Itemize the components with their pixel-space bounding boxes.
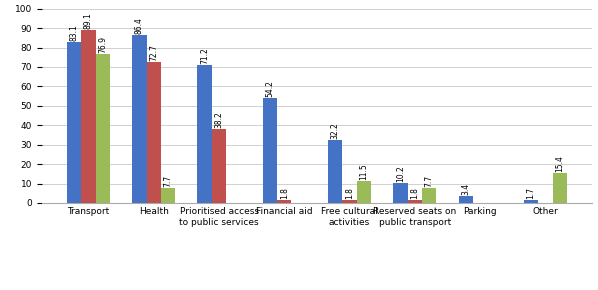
Text: 10.2: 10.2 [396,166,405,182]
Text: 32.2: 32.2 [331,123,340,139]
Bar [147,62,161,203]
Text: 15.4: 15.4 [556,155,565,172]
Text: 38.2: 38.2 [215,111,224,128]
Text: 1.8: 1.8 [280,187,289,199]
Text: 76.9: 76.9 [98,36,107,52]
Text: 3.4: 3.4 [461,183,470,195]
Bar [459,196,473,203]
Text: 54.2: 54.2 [266,80,274,97]
Bar [161,188,175,203]
Text: 7.7: 7.7 [425,175,434,187]
Bar [422,188,437,203]
Text: 1.8: 1.8 [345,187,354,199]
Bar [67,41,81,203]
Text: 7.7: 7.7 [164,175,173,187]
Text: 89.1: 89.1 [84,12,93,29]
Bar [408,200,422,203]
Text: 86.4: 86.4 [135,17,144,34]
Bar [212,129,226,203]
Text: 11.5: 11.5 [359,163,368,180]
Bar [524,200,538,203]
Text: 1.7: 1.7 [527,187,536,199]
Bar [96,54,110,203]
Bar [132,35,147,203]
Text: 1.8: 1.8 [410,187,419,199]
Text: 83.1: 83.1 [69,24,78,41]
Bar [357,181,371,203]
Bar [343,200,357,203]
Bar [328,140,343,203]
Bar [81,30,96,203]
Text: 71.2: 71.2 [200,47,209,64]
Text: 72.7: 72.7 [150,44,158,61]
Bar [197,65,212,203]
Bar [263,98,277,203]
Bar [277,200,291,203]
Bar [393,183,408,203]
Bar [553,173,567,203]
